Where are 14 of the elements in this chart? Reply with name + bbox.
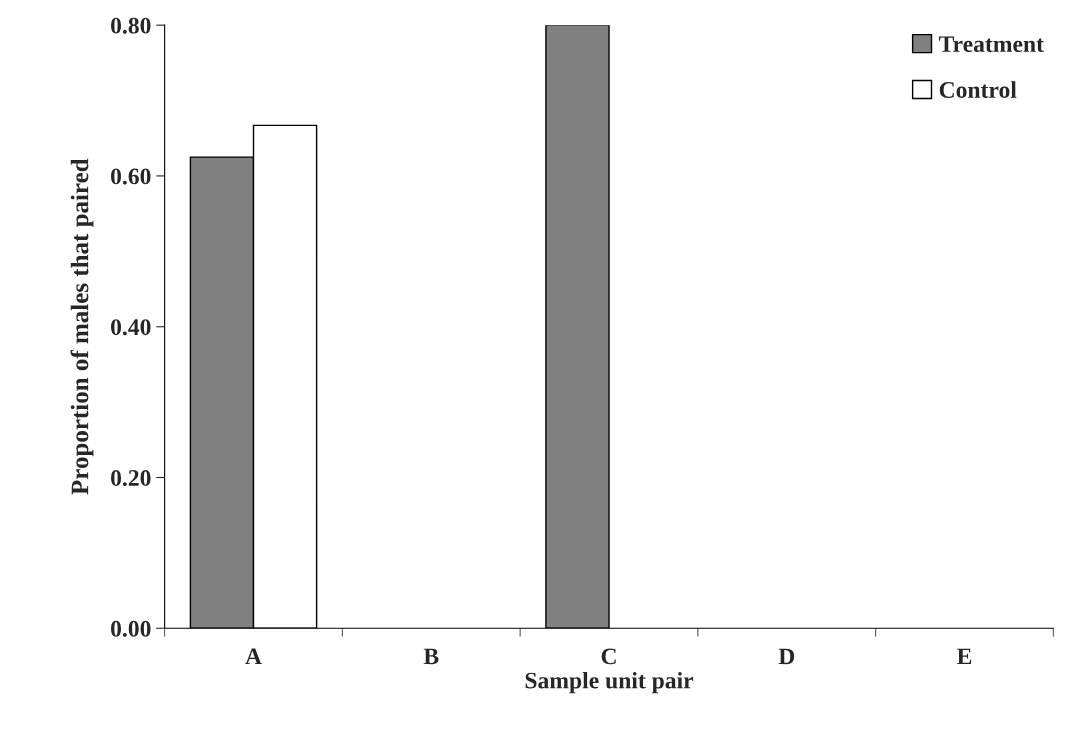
y-tick-label: 0.20 <box>111 469 151 487</box>
y-axis-title: Proportion of males that paired <box>70 158 94 495</box>
y-tick-label: 0.00 <box>111 620 151 637</box>
x-tick-label: C <box>601 648 616 665</box>
y-tick-label: 0.80 <box>111 17 151 34</box>
x-tick-label: E <box>957 648 972 665</box>
x-tick-label: D <box>778 648 795 665</box>
y-tick-label: 0.40 <box>111 319 151 336</box>
y-tick-label: 0.60 <box>111 168 151 185</box>
legend-label: Treatment <box>938 36 1044 53</box>
x-tick-label: A <box>245 648 262 665</box>
legend-label: Control <box>939 81 1017 98</box>
x-axis-title: Sample unit pair <box>525 671 694 694</box>
x-tick-label: B <box>423 648 439 665</box>
